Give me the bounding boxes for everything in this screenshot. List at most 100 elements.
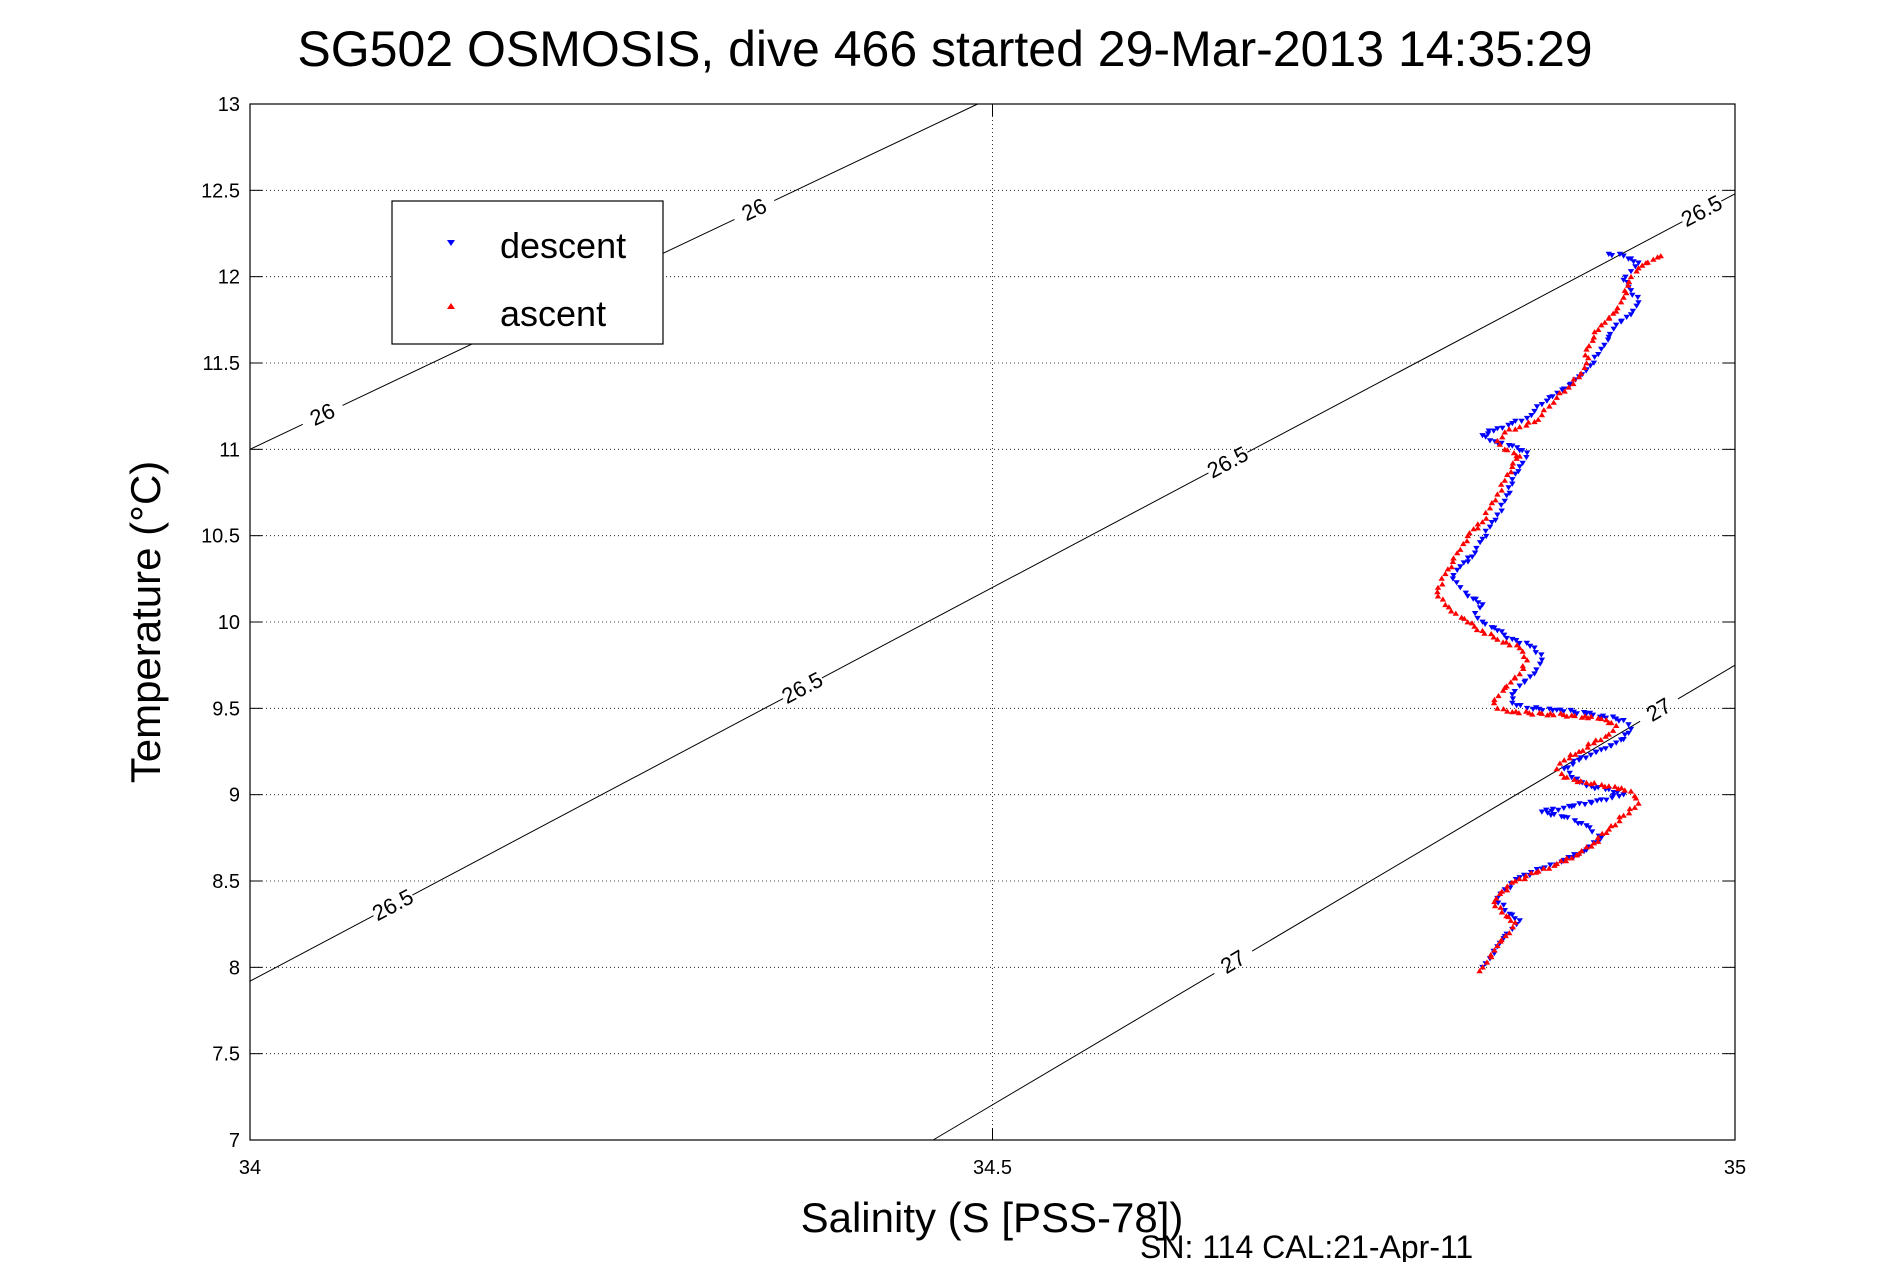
descent-point [1620, 737, 1627, 743]
ascent-point [1438, 575, 1445, 581]
ascent-point [1605, 826, 1612, 832]
descent-point [1625, 722, 1632, 728]
ascent-point [1540, 865, 1547, 871]
ascent-point [1561, 774, 1568, 780]
ascent-point [1594, 834, 1602, 840]
ascent-point [1544, 712, 1551, 718]
ascent-point [1509, 709, 1516, 715]
descent-point [1523, 415, 1531, 422]
ascent-point [1488, 631, 1495, 637]
ascent-point [1598, 781, 1605, 788]
descent-point [1505, 485, 1512, 491]
descent-point [1529, 706, 1537, 712]
ascent-point [1498, 481, 1505, 487]
y-tick-label: 9.5 [212, 698, 240, 720]
ascent-point [1515, 710, 1523, 716]
ascent-point [1488, 500, 1496, 506]
ascent-point [1625, 278, 1633, 284]
ascent-point [1635, 800, 1642, 806]
ascent-point [1523, 422, 1530, 428]
descent-point [1483, 533, 1490, 540]
descent-point [1595, 352, 1602, 358]
ascent-point [1516, 671, 1523, 677]
descent-point [1609, 714, 1617, 720]
descent-point [1490, 428, 1497, 434]
ascent-point [1613, 308, 1620, 314]
ascent-point [1450, 555, 1457, 561]
ascent-point [1525, 419, 1532, 425]
series-ascent [1434, 253, 1664, 974]
descent-point [1620, 253, 1627, 259]
descent-point [1523, 450, 1531, 456]
descent-point [1589, 712, 1597, 718]
ascent-point [1494, 636, 1501, 642]
descent-point [1523, 640, 1530, 646]
descent-point [1528, 413, 1535, 419]
descent-point [1492, 517, 1499, 523]
legend: descent ascent [391, 200, 664, 345]
descent-point [1558, 814, 1565, 820]
ascent-point [1439, 596, 1447, 602]
ascent-point [1491, 947, 1498, 953]
y-axis-label: Temperature (°C) [122, 461, 169, 784]
ascent-point [1609, 727, 1617, 733]
descent-point [1635, 300, 1642, 306]
descent-point [1593, 798, 1601, 804]
descent-point [1475, 600, 1482, 606]
ascent-point [1498, 937, 1505, 943]
contour-line-26-5 [821, 472, 1209, 679]
ascent-point [1540, 407, 1548, 413]
ascent-point [1519, 663, 1526, 669]
descent-point [1527, 674, 1534, 680]
descent-point [1512, 638, 1520, 644]
ascent-point [1592, 737, 1599, 743]
ascent-point [1523, 657, 1531, 663]
ascent-point [1531, 418, 1538, 425]
ascent-point [1501, 429, 1508, 435]
ascent-point [1589, 337, 1596, 343]
descent-point [1555, 807, 1562, 813]
legend-ascent-label: ascent [500, 293, 606, 334]
ascent-point [1575, 374, 1583, 380]
ascent-point [1583, 346, 1590, 352]
contour-line-26-5 [1247, 221, 1683, 453]
ascent-point [1588, 843, 1595, 849]
ascent-point [1631, 804, 1638, 810]
descent-point [1488, 625, 1495, 631]
descent-point [1625, 730, 1632, 736]
ascent-point [1499, 434, 1506, 440]
ascent-point [1494, 943, 1501, 949]
ascent-point [1557, 858, 1565, 864]
ascent-point [1598, 322, 1605, 328]
descent-point [1610, 790, 1617, 796]
ascent-point [1491, 903, 1499, 909]
descent-point [1564, 765, 1572, 771]
descent-point [1620, 792, 1627, 798]
descent-point [1538, 402, 1546, 408]
ascent-point [1487, 951, 1494, 958]
ascent-point [1571, 776, 1578, 782]
descent-point [1453, 580, 1460, 586]
descent-point [1516, 640, 1523, 647]
descent-point [1505, 422, 1512, 428]
descent-point [1515, 469, 1522, 475]
ascent-point [1494, 491, 1501, 497]
ascent-point [1594, 838, 1602, 844]
ascent-point [1572, 751, 1579, 757]
descent-point [1602, 746, 1609, 752]
chart-title: SG502 OSMOSIS, dive 466 started 29-Mar-2… [297, 21, 1592, 77]
ascent-point [1615, 785, 1622, 792]
ascent-point [1503, 683, 1510, 689]
ascent-point [1498, 487, 1505, 493]
ascent-point [1584, 744, 1591, 750]
ascent-point [1482, 509, 1489, 515]
ascent-point [1486, 505, 1494, 511]
ascent-point [1621, 787, 1628, 793]
ascent-point [1583, 360, 1590, 366]
descent-point [1533, 705, 1540, 711]
descent-point [1485, 428, 1492, 434]
descent-point [1509, 700, 1516, 706]
descent-point [1533, 867, 1541, 873]
descent-point [1610, 326, 1617, 332]
ascent-point [1581, 364, 1588, 370]
